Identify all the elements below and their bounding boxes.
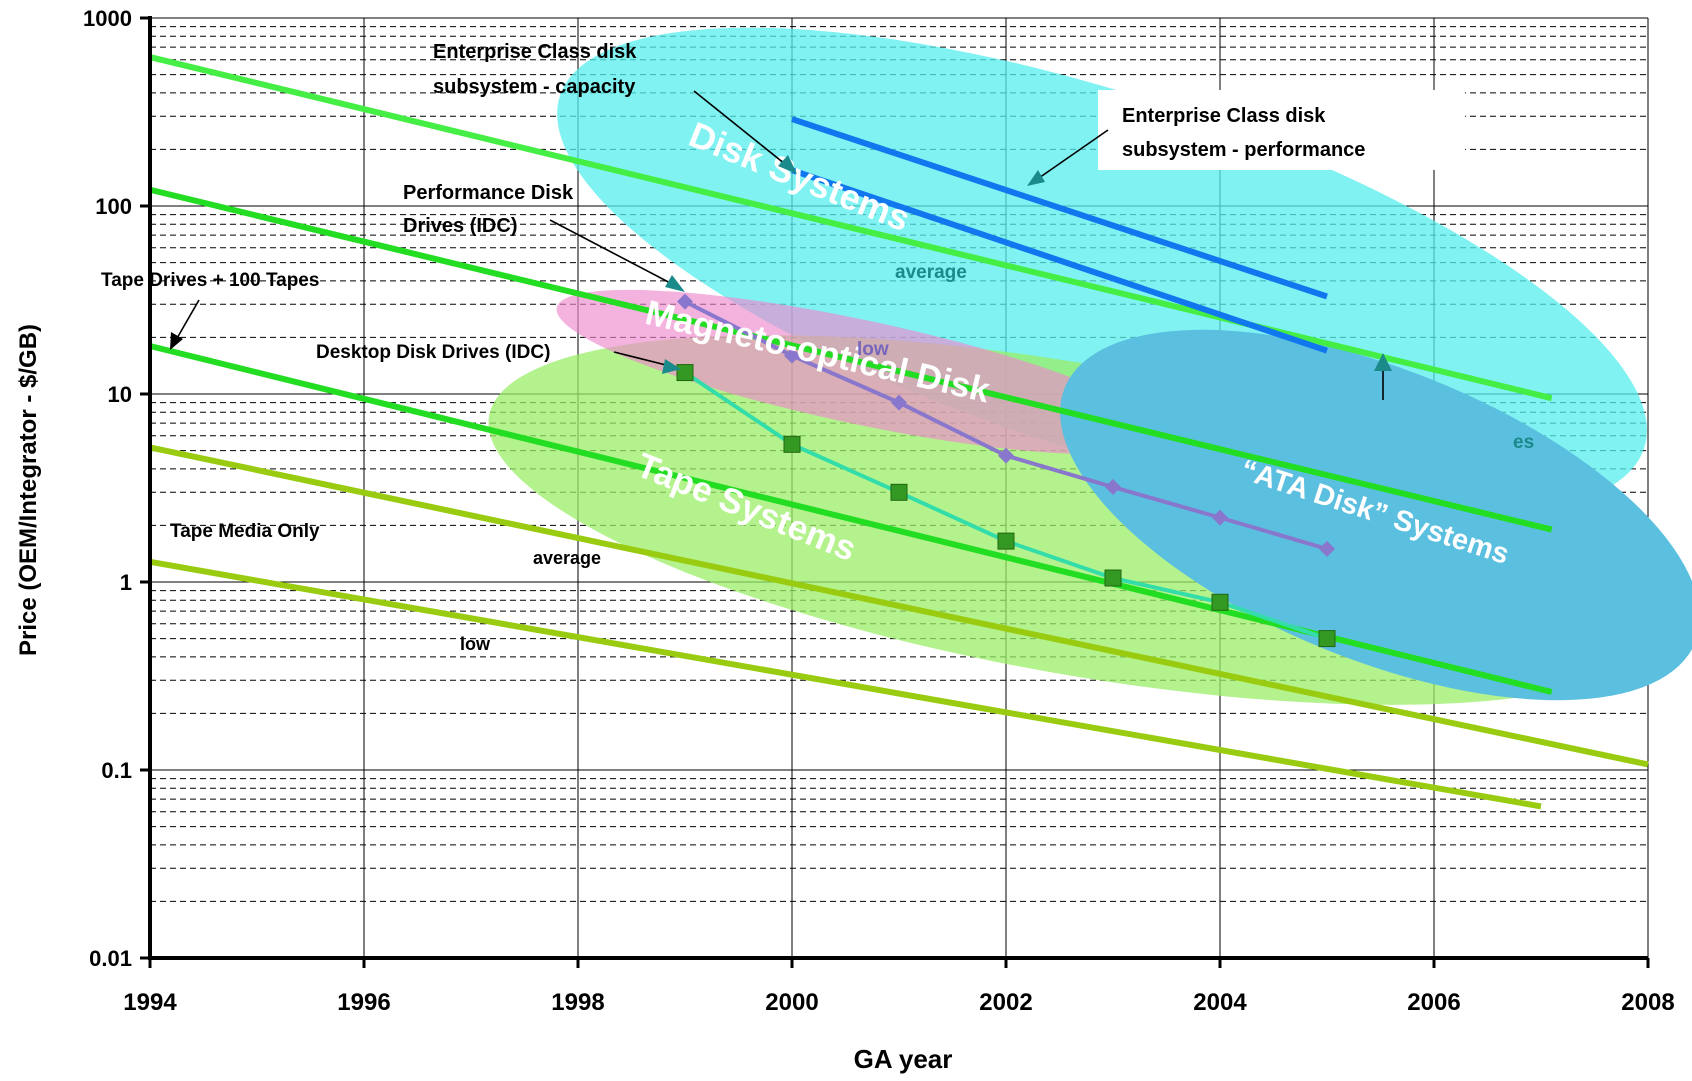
label-perf-disk-line1: Performance Disk bbox=[403, 182, 574, 204]
arrow-tape-drives-head bbox=[170, 332, 183, 350]
y-tick-label: 0.1 bbox=[101, 758, 132, 783]
label-tape-average: average bbox=[533, 548, 601, 568]
series bbox=[149, 54, 1649, 810]
annotations: Enterprise Class disk subsystem - capaci… bbox=[101, 41, 1534, 654]
series-line-7 bbox=[791, 116, 1328, 300]
data-point-square bbox=[1211, 593, 1229, 611]
axes: 0.01 0.1 1 10 100 1000 1994 1996 1998 2000 2002 200… bbox=[83, 6, 1675, 1016]
series-line-5 bbox=[149, 558, 1542, 810]
series-line-6 bbox=[791, 167, 1328, 354]
label-disk-average: average bbox=[895, 262, 967, 283]
arrow-perf-disk-head bbox=[665, 275, 685, 292]
label-desktop-drives: Desktop Disk Drives (IDC) bbox=[316, 342, 550, 363]
series-line-4 bbox=[149, 444, 1649, 768]
data-point-square bbox=[1104, 569, 1122, 587]
arrow-perf-disk bbox=[549, 219, 677, 287]
label-partial-es: es bbox=[1513, 432, 1534, 453]
label-tape-drives: Tape Drives + 100 Tapes bbox=[101, 270, 319, 291]
data-point-diamond bbox=[1105, 479, 1121, 496]
series-line-1 bbox=[149, 54, 1553, 402]
label-disk-low: low bbox=[857, 339, 889, 360]
label-ent-cap-line2: subsystem - capacity bbox=[433, 76, 636, 98]
data-point-diamond bbox=[891, 394, 907, 411]
x-tick-label: 1996 bbox=[337, 989, 390, 1016]
data-point-diamond bbox=[1212, 509, 1228, 526]
x-tick-label: 2004 bbox=[1193, 989, 1247, 1016]
arrow-ent-perf-head bbox=[1027, 170, 1045, 186]
data-point-diamond bbox=[1319, 540, 1335, 557]
arrow-ent-cap bbox=[693, 90, 791, 169]
arrow-tape-drives bbox=[175, 299, 200, 341]
y-axis-title: Price (OEM/Integrator - $/GB) bbox=[15, 324, 42, 656]
arrow-ata-head bbox=[1374, 353, 1392, 371]
y-tick-label: 0.01 bbox=[89, 946, 132, 971]
y-tick-label: 1000 bbox=[83, 6, 132, 31]
x-tick-label: 2008 bbox=[1621, 989, 1674, 1016]
label-ent-perf-line2: subsystem - performance bbox=[1122, 139, 1365, 161]
arrows bbox=[170, 90, 1392, 400]
data-point-diamond bbox=[677, 293, 693, 310]
y-tick-label: 1 bbox=[120, 570, 132, 595]
x-tick-label: 2006 bbox=[1407, 989, 1460, 1016]
x-tick-label: 1994 bbox=[123, 989, 177, 1016]
y-tick-label: 10 bbox=[108, 382, 132, 407]
label-bg-ent-perf bbox=[1098, 90, 1465, 170]
x-tick-label: 2002 bbox=[979, 989, 1032, 1016]
x-tick-label: 2000 bbox=[765, 989, 818, 1016]
arrow-desktop bbox=[613, 351, 671, 367]
label-tape-low: low bbox=[460, 634, 491, 654]
data-point-square bbox=[890, 483, 908, 501]
data-point-square bbox=[676, 364, 694, 382]
label-perf-disk-line2: Drives (IDC) bbox=[403, 215, 517, 237]
x-axis-title: GA year bbox=[854, 1044, 953, 1074]
data-point-square bbox=[783, 435, 801, 453]
series-line-2 bbox=[149, 186, 1553, 533]
data-point-square bbox=[997, 532, 1015, 550]
x-tick-label: 1998 bbox=[551, 989, 604, 1016]
label-ent-perf-line1: Enterprise Class disk bbox=[1122, 105, 1326, 127]
region-magneto-optical-disk bbox=[556, 289, 1164, 455]
y-tick-label: 100 bbox=[95, 194, 132, 219]
region-ata-disk-systems bbox=[1060, 329, 1692, 701]
arrow-desktop-head bbox=[662, 359, 681, 374]
data-point-square bbox=[1318, 630, 1336, 648]
arrow-ent-cap-head bbox=[778, 155, 797, 174]
label-tape-media: Tape Media Only bbox=[170, 521, 320, 542]
label-ent-cap-line1: Enterprise Class disk bbox=[433, 41, 637, 63]
data-point-diamond bbox=[784, 347, 800, 364]
data-point-diamond bbox=[998, 447, 1014, 464]
arrow-ent-perf bbox=[1035, 129, 1109, 181]
